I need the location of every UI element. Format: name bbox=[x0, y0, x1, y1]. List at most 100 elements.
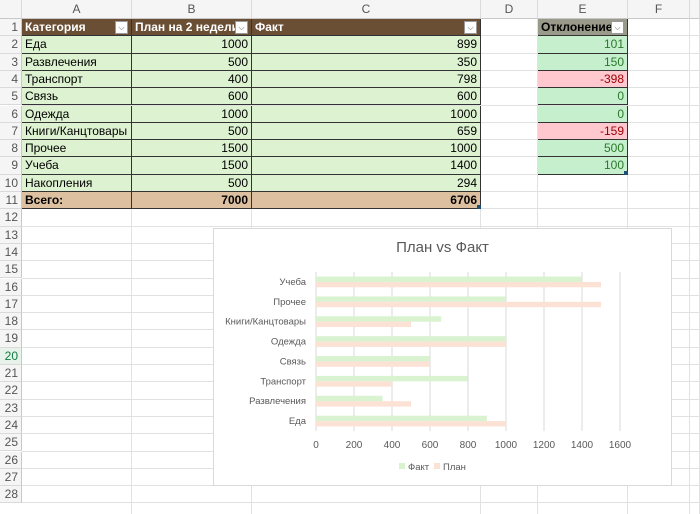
row-header-27[interactable]: 27 bbox=[0, 468, 22, 487]
row-header-5[interactable]: 5 bbox=[0, 88, 22, 106]
row-header-21[interactable]: 21 bbox=[0, 365, 22, 383]
table-cell[interactable]: Одежда bbox=[22, 105, 132, 123]
bar-fact bbox=[316, 316, 442, 322]
row-header-7[interactable]: 7 bbox=[0, 122, 22, 141]
table-cell[interactable]: 500 bbox=[132, 53, 252, 71]
row-header-4[interactable]: 4 bbox=[0, 70, 22, 89]
row-header-22[interactable]: 22 bbox=[0, 382, 22, 400]
column-header-C[interactable]: C bbox=[252, 0, 481, 19]
row-header-18[interactable]: 18 bbox=[0, 313, 22, 331]
bar-fact bbox=[316, 395, 383, 402]
row-header-25[interactable]: 25 bbox=[0, 434, 22, 452]
row-header-8[interactable]: 8 bbox=[0, 140, 22, 158]
row-header-24[interactable]: 24 bbox=[0, 416, 22, 435]
table-cell[interactable]: 899 bbox=[252, 36, 481, 54]
table-cell[interactable]: Прочее bbox=[22, 140, 132, 158]
column-header-D[interactable]: D bbox=[481, 0, 538, 19]
table-cell[interactable]: Учеба bbox=[22, 157, 132, 175]
row-header-14[interactable]: 14 bbox=[0, 243, 22, 262]
table-cell[interactable]: 1500 bbox=[132, 157, 252, 175]
row-header-9[interactable]: 9 bbox=[0, 157, 22, 175]
table-cell[interactable]: Связь bbox=[22, 88, 132, 106]
chart-plan-vs-fact[interactable]: План vs Факт 0 200 400 600 800 1000 1200 1400 16… bbox=[213, 228, 672, 486]
fill-handle[interactable] bbox=[477, 205, 481, 210]
deviation-cell[interactable]: 0 bbox=[538, 88, 628, 106]
table-cell[interactable]: 659 bbox=[252, 122, 481, 141]
filter-dropdown-button[interactable]: ⌵ bbox=[464, 21, 477, 34]
row-header-10[interactable]: 10 bbox=[0, 174, 22, 192]
x-tick-label: 1000 bbox=[495, 440, 518, 451]
bar-fact bbox=[316, 356, 430, 362]
legend-label: Факт bbox=[408, 462, 430, 473]
table-header-cell[interactable]: Категория bbox=[22, 19, 132, 37]
deviation-cell[interactable]: 150 bbox=[538, 53, 628, 71]
row-header-28[interactable]: 28 bbox=[0, 486, 22, 504]
column-header-extra[interactable] bbox=[690, 0, 700, 19]
table-header-cell[interactable]: Факт bbox=[252, 19, 481, 37]
table-cell[interactable]: Книги/Канцтовары bbox=[22, 122, 132, 141]
row-header-17[interactable]: 17 bbox=[0, 295, 22, 314]
grid-line bbox=[22, 225, 700, 227]
deviation-header-cell[interactable]: Отклонение bbox=[538, 19, 628, 37]
row-header-13[interactable]: 13 bbox=[0, 226, 22, 244]
grid-line bbox=[689, 19, 690, 514]
row-header-6[interactable]: 6 bbox=[0, 105, 22, 123]
filter-dropdown-button[interactable]: ⌵ bbox=[115, 21, 128, 34]
x-tick-label: 1600 bbox=[609, 440, 632, 451]
table-cell[interactable]: Накопления bbox=[22, 174, 132, 192]
table-cell[interactable]: 400 bbox=[132, 70, 252, 89]
fill-handle[interactable] bbox=[624, 170, 628, 175]
table-cell[interactable]: Еда bbox=[22, 36, 132, 54]
table-cell[interactable]: 1000 bbox=[132, 36, 252, 54]
row-header-15[interactable]: 15 bbox=[0, 261, 22, 279]
row-header-12[interactable]: 12 bbox=[0, 209, 22, 227]
legend-swatch bbox=[399, 463, 405, 469]
column-header-A[interactable]: A bbox=[22, 0, 132, 19]
deviation-cell[interactable]: 500 bbox=[538, 140, 628, 158]
x-tick-label: 1200 bbox=[533, 440, 556, 451]
total-cell[interactable]: Всего: bbox=[22, 192, 132, 210]
table-cell[interactable]: 1000 bbox=[252, 140, 481, 158]
total-cell[interactable]: 6706 bbox=[252, 192, 481, 210]
deviation-cell[interactable]: -398 bbox=[538, 70, 628, 89]
select-all-corner[interactable] bbox=[0, 0, 22, 19]
deviation-cell[interactable]: 101 bbox=[538, 36, 628, 54]
column-header-E[interactable]: E bbox=[538, 0, 628, 19]
row-header-11[interactable]: 11 bbox=[0, 192, 22, 210]
row-header-26[interactable]: 26 bbox=[0, 451, 22, 469]
table-cell[interactable]: 798 bbox=[252, 70, 481, 89]
row-header-20[interactable]: 20 bbox=[0, 347, 22, 365]
table-header-cell[interactable]: План на 2 недели bbox=[132, 19, 252, 37]
bar-fact bbox=[316, 415, 487, 422]
table-cell[interactable]: 600 bbox=[252, 88, 481, 106]
row-header-1[interactable]: 1 bbox=[0, 19, 22, 37]
table-cell[interactable]: 294 bbox=[252, 174, 481, 192]
row-header-19[interactable]: 19 bbox=[0, 330, 22, 348]
table-cell[interactable]: 500 bbox=[132, 174, 252, 192]
grid-line bbox=[131, 19, 132, 514]
table-cell[interactable]: 1500 bbox=[132, 140, 252, 158]
deviation-cell[interactable]: 100 bbox=[538, 157, 628, 175]
column-header-B[interactable]: B bbox=[132, 0, 252, 19]
table-cell[interactable]: 1000 bbox=[132, 105, 252, 123]
x-tick-label: 0 bbox=[313, 440, 319, 451]
row-header-23[interactable]: 23 bbox=[0, 399, 22, 417]
filter-dropdown-button[interactable]: ⌵ bbox=[235, 21, 248, 34]
table-cell[interactable]: 500 bbox=[132, 122, 252, 141]
deviation-cell[interactable]: -159 bbox=[538, 122, 628, 141]
table-cell[interactable]: 1400 bbox=[252, 157, 481, 175]
row-header-3[interactable]: 3 bbox=[0, 53, 22, 71]
table-cell[interactable]: Развлечения bbox=[22, 53, 132, 71]
bar-plan bbox=[316, 301, 601, 308]
row-header-16[interactable]: 16 bbox=[0, 278, 22, 296]
table-cell[interactable]: 1000 bbox=[252, 105, 481, 123]
deviation-cell[interactable]: 0 bbox=[538, 105, 628, 123]
table-cell[interactable]: 350 bbox=[252, 53, 481, 71]
column-header-F[interactable]: F bbox=[628, 0, 690, 19]
table-cell[interactable]: Транспорт bbox=[22, 70, 132, 89]
row-header-2[interactable]: 2 bbox=[0, 36, 22, 54]
bar-fact bbox=[316, 375, 468, 382]
filter-dropdown-button[interactable]: ⌵ bbox=[611, 21, 624, 34]
total-cell[interactable]: 7000 bbox=[132, 192, 252, 210]
table-cell[interactable]: 600 bbox=[132, 88, 252, 106]
